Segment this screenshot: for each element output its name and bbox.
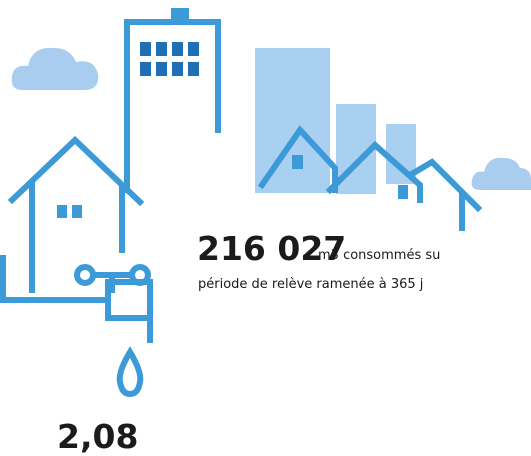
window <box>398 185 408 199</box>
cloud <box>472 158 531 190</box>
page: 216 027 m3 consommés su période de relèv… <box>0 0 531 439</box>
figure-unit: m3 consommés su <box>318 249 440 262</box>
cloud <box>12 48 99 90</box>
window <box>72 205 82 218</box>
drop <box>120 352 141 394</box>
antenna <box>171 8 189 20</box>
window <box>57 205 67 218</box>
window <box>292 155 303 169</box>
illustration <box>0 0 531 439</box>
building <box>255 48 330 193</box>
windows <box>140 42 199 76</box>
figure-value: 2,08 <box>57 420 138 453</box>
figure-note: période de relève ramenée à 365 j <box>198 278 423 291</box>
